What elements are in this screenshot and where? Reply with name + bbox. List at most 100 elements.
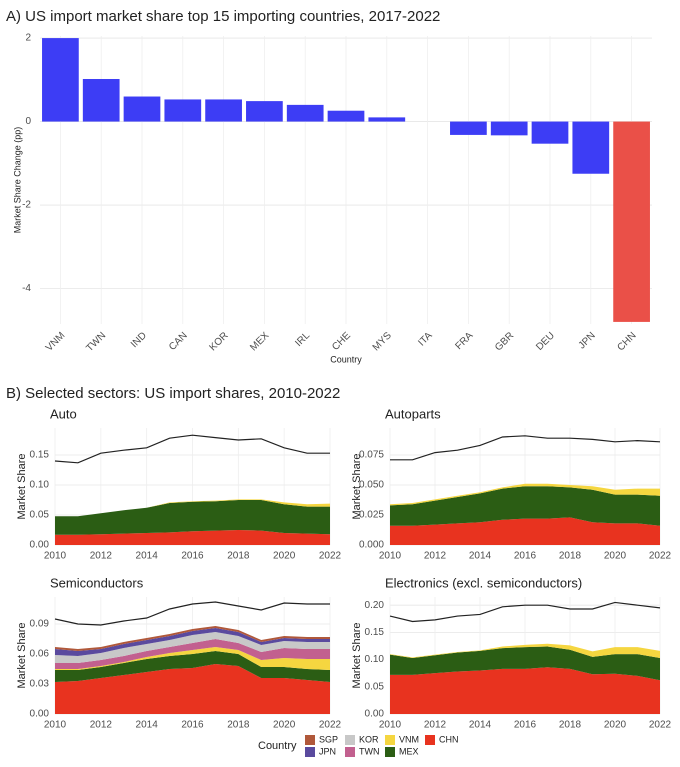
y-tick-label: 0.075 xyxy=(359,450,384,461)
area xyxy=(55,647,330,670)
x-tick-label: 2020 xyxy=(604,551,627,562)
legend-label: SGP xyxy=(319,734,338,744)
x-tick-label: 2018 xyxy=(227,720,250,731)
legend-title: Country xyxy=(258,740,297,752)
area xyxy=(55,626,330,651)
bar xyxy=(123,96,161,122)
x-tick-label: GBR xyxy=(493,330,516,353)
y-tick-label: 0.00 xyxy=(30,540,50,551)
x-tick-label: TWN xyxy=(84,330,108,354)
legend-swatch xyxy=(345,747,355,757)
x-tick-label: 2010 xyxy=(379,720,402,731)
bar xyxy=(368,117,406,122)
x-tick-label: 2012 xyxy=(424,720,447,731)
area xyxy=(390,483,660,506)
total-line xyxy=(54,601,330,626)
bar xyxy=(450,121,487,135)
y-tick-label: 0.05 xyxy=(30,510,50,521)
x-tick-label: 2022 xyxy=(319,551,342,562)
x-tick-label: CHN xyxy=(615,330,638,353)
bar xyxy=(286,104,324,122)
y-axis-label: Market Share xyxy=(351,453,363,519)
x-tick-label: DEU xyxy=(534,330,557,353)
area xyxy=(55,530,330,545)
y-tick-label: 0 xyxy=(25,116,31,127)
y-tick-label: 0.050 xyxy=(359,480,384,491)
bar xyxy=(246,101,283,122)
y-axis-label: Market Share Change (pp) xyxy=(12,127,22,234)
x-tick-label: 2014 xyxy=(136,720,159,731)
x-tick-label: 2016 xyxy=(181,720,204,731)
x-tick-label: 2018 xyxy=(227,551,250,562)
y-tick-label: 2 xyxy=(25,33,31,44)
bar xyxy=(613,121,650,322)
x-tick-label: 2016 xyxy=(181,551,204,562)
x-tick-label: MYS xyxy=(371,330,394,353)
panel-b-title: B) Selected sectors: US import shares, 2… xyxy=(6,385,340,402)
x-tick-label: 2016 xyxy=(514,720,537,731)
y-tick-label: 0.10 xyxy=(30,480,50,491)
x-tick-label: 2020 xyxy=(273,720,296,731)
y-tick-label: 0.00 xyxy=(30,709,50,720)
total-line xyxy=(390,435,661,461)
bar xyxy=(490,121,528,136)
bar xyxy=(42,38,79,122)
y-tick-label: 0.20 xyxy=(365,600,385,611)
bar xyxy=(531,121,569,144)
y-tick-label: 0.10 xyxy=(365,654,385,665)
x-tick-label: ITA xyxy=(416,330,434,348)
legend-swatch xyxy=(305,735,315,745)
x-tick-label: 2016 xyxy=(514,551,537,562)
x-tick-label: JPN xyxy=(577,330,598,351)
y-tick-label: 0.03 xyxy=(30,679,50,690)
panel-title: Autoparts xyxy=(385,406,441,421)
legend-swatch xyxy=(385,735,395,745)
legend-swatch xyxy=(305,747,315,757)
x-tick-label: 2010 xyxy=(44,551,67,562)
area xyxy=(55,651,330,682)
x-tick-label: MEX xyxy=(248,330,271,353)
x-tick-label: 2010 xyxy=(379,551,402,562)
y-tick-label: 0.000 xyxy=(359,540,384,551)
y-tick-label: -4 xyxy=(22,283,31,294)
x-tick-label: IND xyxy=(129,330,149,350)
y-tick-label: 0.00 xyxy=(365,709,385,720)
y-tick-label: 0.15 xyxy=(30,450,50,461)
area xyxy=(55,664,330,714)
area xyxy=(390,517,660,545)
x-tick-label: FRA xyxy=(453,330,475,352)
total-line xyxy=(54,434,330,464)
legend-label: JPN xyxy=(319,746,336,756)
y-axis-label: Market Share xyxy=(16,453,28,519)
x-axis-label: Country xyxy=(330,354,362,364)
x-tick-label: 2022 xyxy=(649,720,672,731)
x-tick-label: 2012 xyxy=(90,720,113,731)
x-tick-label: CAN xyxy=(167,330,190,353)
legend-label: KOR xyxy=(359,734,379,744)
area xyxy=(55,639,330,669)
x-tick-label: 2012 xyxy=(424,551,447,562)
y-tick-label: 0.05 xyxy=(365,681,385,692)
legend-swatch xyxy=(385,747,395,757)
x-tick-label: 2014 xyxy=(136,551,159,562)
y-tick-label: 0.06 xyxy=(30,649,50,660)
legend-swatch xyxy=(425,735,435,745)
panel-a-title: A) US import market share top 15 importi… xyxy=(6,8,440,25)
x-tick-label: VNM xyxy=(44,330,68,354)
legend-swatch xyxy=(345,735,355,745)
panel-title: Electronics (excl. semiconductors) xyxy=(385,575,582,590)
area xyxy=(55,632,330,663)
x-tick-label: 2018 xyxy=(559,720,582,731)
panel-title: Auto xyxy=(50,406,77,421)
y-tick-label: 0.15 xyxy=(365,627,385,638)
x-tick-label: 2022 xyxy=(319,720,342,731)
total-line xyxy=(389,601,661,623)
area xyxy=(390,486,660,526)
area xyxy=(55,500,330,535)
x-tick-label: 2020 xyxy=(604,720,627,731)
area xyxy=(390,643,660,658)
x-tick-label: 2018 xyxy=(559,551,582,562)
x-tick-label: 2012 xyxy=(90,551,113,562)
bar xyxy=(82,78,120,122)
